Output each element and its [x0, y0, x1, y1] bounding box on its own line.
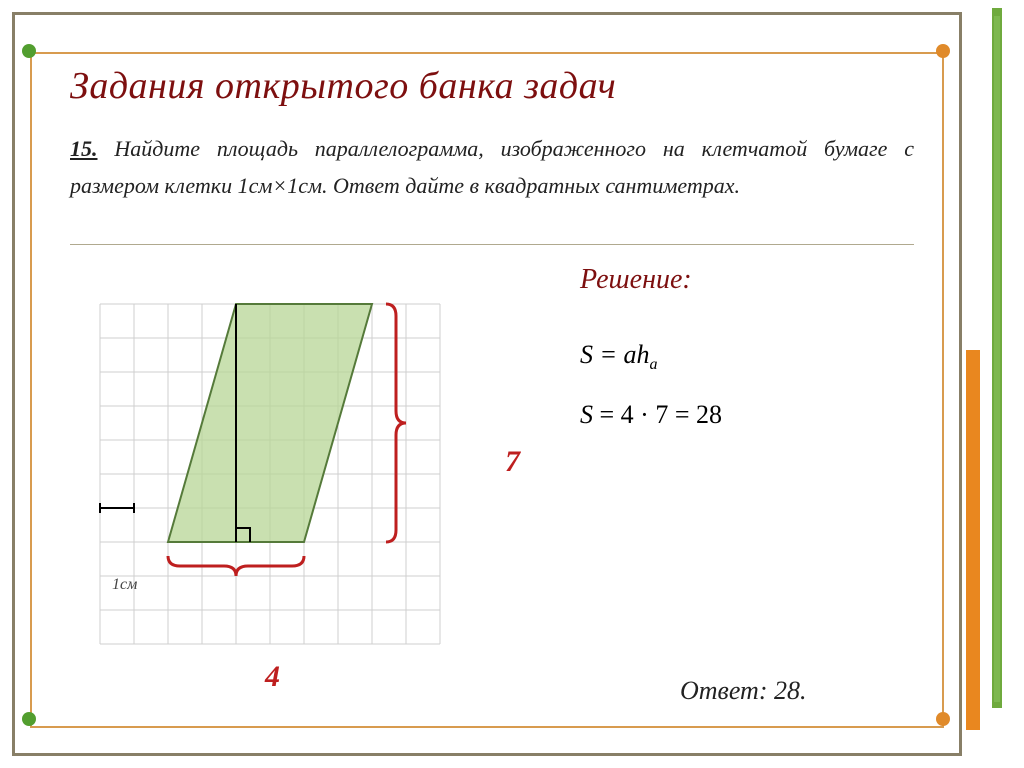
label-1cm: 1см — [112, 576, 137, 594]
corner-dot — [22, 712, 36, 726]
formula-calc: S = 4 · 7 = 28 — [580, 400, 722, 430]
page-title: Задания открытого банка задач — [70, 64, 616, 108]
divider — [70, 244, 914, 245]
green-stripe-dark — [994, 16, 1000, 702]
problem-body: Найдите площадь параллелограмма, изображ… — [70, 136, 914, 198]
diagram — [80, 290, 480, 660]
answer-label: Ответ: 28. — [680, 676, 806, 706]
label-7: 7 — [505, 445, 520, 479]
label-4: 4 — [265, 660, 280, 694]
corner-dot — [22, 44, 36, 58]
green-stripe — [982, 8, 1002, 708]
orange-bar — [966, 350, 980, 730]
title-text: Задания открытого банка задач — [70, 65, 616, 107]
slide-frame: Задания открытого банка задач 15. Найдит… — [0, 0, 1024, 768]
problem-text: 15. Найдите площадь параллелограмма, изо… — [70, 130, 914, 205]
problem-number: 15. — [70, 136, 98, 161]
solution-label: Решение: — [580, 264, 692, 296]
corner-dot — [936, 44, 950, 58]
formula-area: S = aha — [580, 340, 658, 374]
corner-dot — [936, 712, 950, 726]
